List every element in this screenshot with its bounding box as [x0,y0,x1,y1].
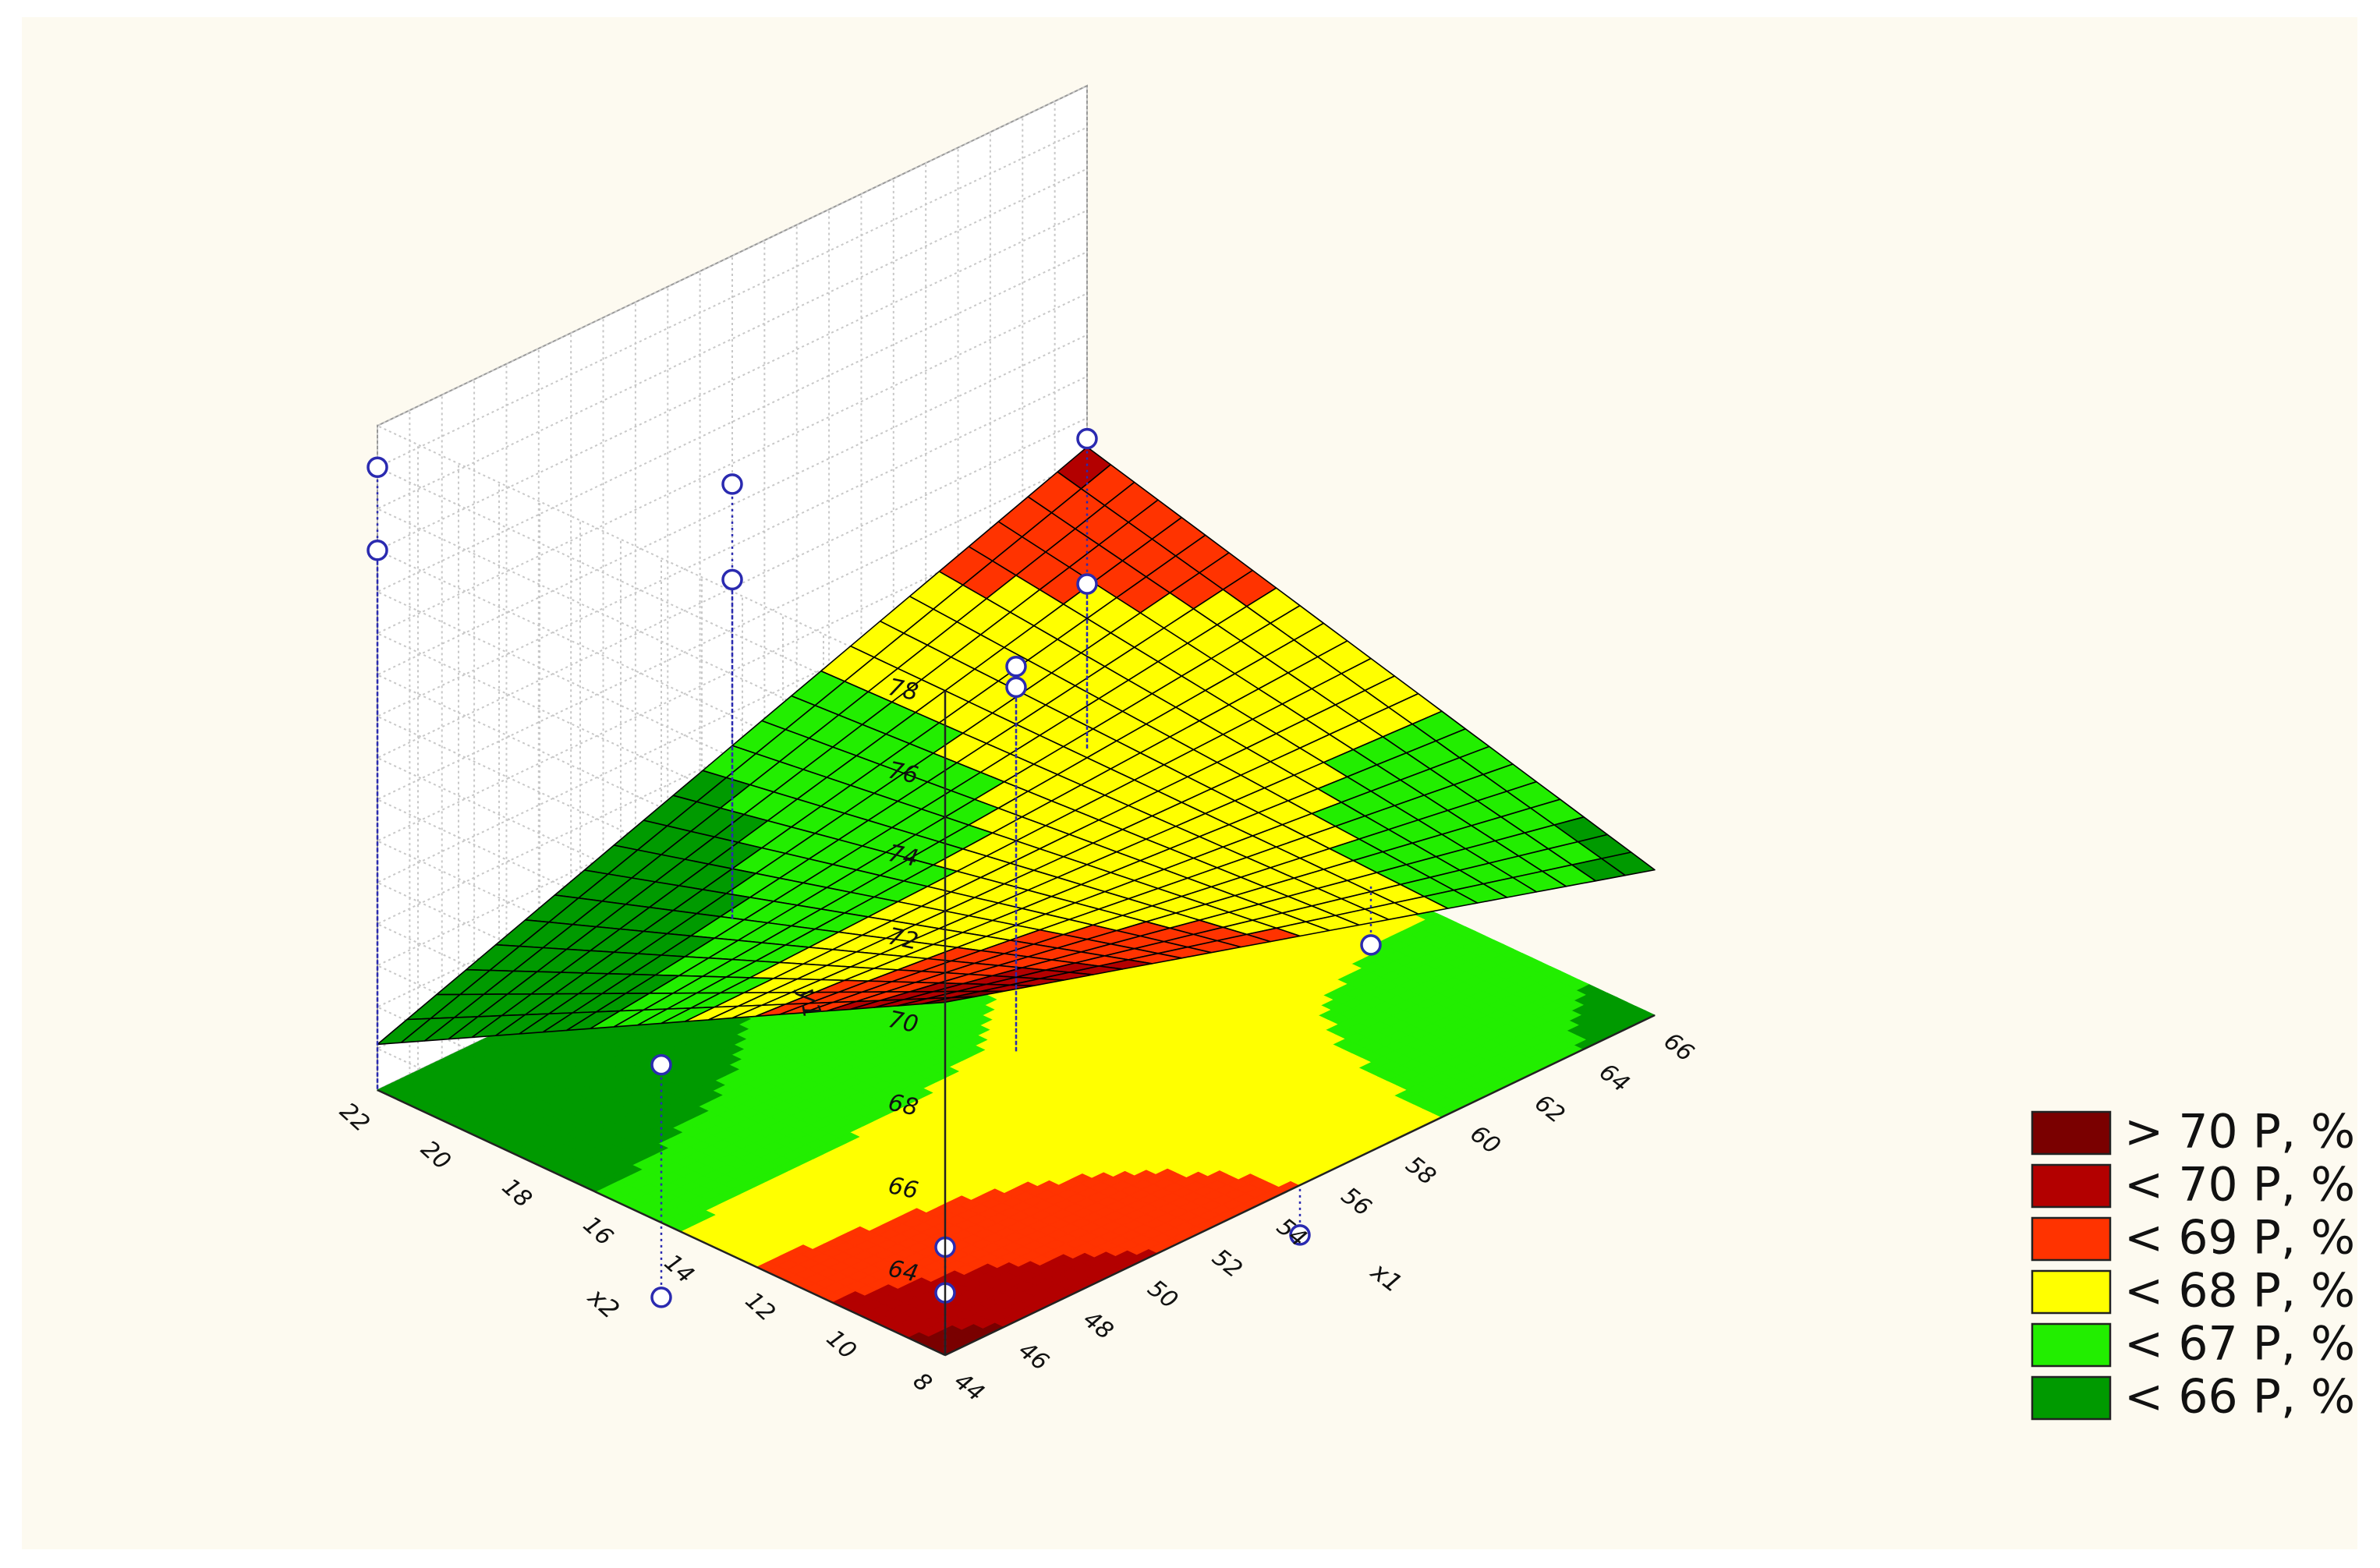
y1-tick-label: 66 [886,1172,921,1205]
legend-label: < 67 P, % [2124,1317,2355,1372]
y1-tick-label: 78 [886,674,921,706]
y1-tick-label: 64 [886,1255,921,1287]
x1-axis-line [944,1014,1656,1357]
y1-tick-label: 76 [886,756,921,789]
x2-axis-line [377,1088,946,1357]
data-point [650,1053,672,1076]
data-point [1360,934,1382,956]
legend-label: < 69 P, % [2124,1211,2355,1265]
data-point [1289,1224,1311,1246]
data-point [1005,656,1027,678]
legend: > 70 P, %< 70 P, %< 69 P, %< 68 P, %< 67… [2031,1105,2355,1425]
surface-mesh [377,446,1656,1046]
y1-tick-label: 74 [886,840,921,872]
y1-tick-label: 68 [886,1088,921,1121]
data-point [650,1287,672,1308]
legend-swatch [2031,1322,2112,1368]
grid-line [375,168,1088,775]
legend-label: < 66 P, % [2124,1370,2355,1425]
surface-cell [920,996,976,1005]
legend-label: < 68 P, % [2124,1264,2355,1318]
y1-tick-label: 70 [886,1006,921,1039]
legend-swatch [2031,1163,2112,1209]
legend-swatch [2031,1216,2112,1262]
legend-swatch [2031,1110,2112,1156]
legend-swatch [2031,1269,2112,1315]
legend-label: < 70 P, % [2124,1158,2355,1212]
legend-swatch [2031,1375,2112,1421]
observed-points [367,427,1382,1355]
data-point [721,473,743,495]
legend-label: > 70 P, % [2124,1105,2355,1159]
y1-tick-label: 72 [886,922,921,955]
data-point [367,540,388,561]
y1-axis-title: y1 [793,985,827,1021]
data-point [367,456,388,478]
grid-line [375,85,1088,692]
data-point [721,568,743,591]
grid-line [375,126,1088,734]
axes [377,691,1656,1357]
data-point [1076,427,1098,450]
data-point [1076,573,1098,595]
data-point [1005,676,1027,699]
